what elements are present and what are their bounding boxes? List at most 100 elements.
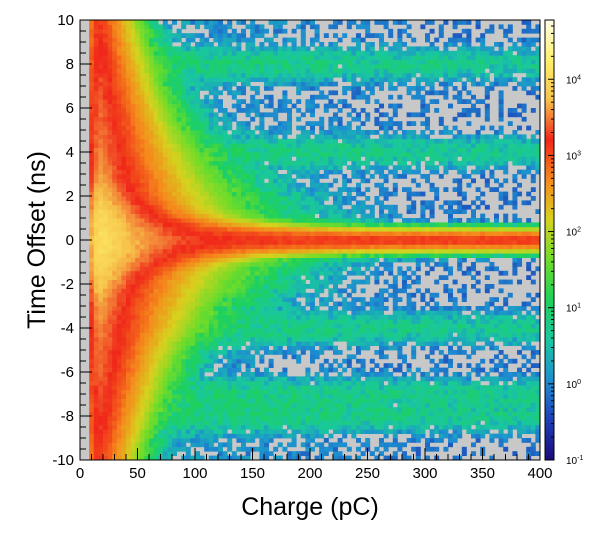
- heatmap-cell: [176, 332, 182, 338]
- heatmap-cell: [167, 55, 173, 60]
- heatmap-cell: [241, 152, 246, 157]
- heatmap-cell: [227, 77, 233, 82]
- heatmap-cell: [314, 204, 320, 210]
- heatmap-cell: [259, 112, 265, 118]
- heatmap-cell: [250, 108, 256, 113]
- heatmap-cell: [121, 446, 127, 452]
- heatmap-cell: [277, 77, 283, 82]
- heatmap-cell: [296, 424, 302, 430]
- heatmap-cell: [259, 257, 265, 263]
- heatmap-cell: [227, 288, 233, 294]
- heatmap-cell: [195, 160, 200, 166]
- heatmap-cell: [153, 332, 159, 338]
- heatmap-cell: [296, 152, 302, 157]
- heatmap-cell: [268, 55, 274, 60]
- heatmap-cell: [300, 341, 306, 346]
- heatmap-cell: [149, 407, 154, 412]
- heatmap-cell: [323, 446, 329, 452]
- heatmap-cell: [236, 306, 242, 311]
- heatmap-cell: [277, 59, 283, 65]
- heatmap-cell: [162, 103, 168, 109]
- heatmap-cell: [208, 64, 214, 69]
- heatmap-cell: [130, 77, 136, 82]
- heatmap-cell: [172, 416, 177, 421]
- heatmap-cell: [139, 130, 145, 135]
- heatmap-cell: [103, 354, 108, 360]
- heatmap-cell: [144, 222, 150, 228]
- heatmap-cell: [116, 147, 122, 153]
- heatmap-cell: [135, 143, 141, 148]
- heatmap-cell: [126, 33, 131, 38]
- heatmap-cell: [268, 130, 274, 135]
- heatmap-cell: [167, 288, 173, 294]
- heatmap-cell: [222, 341, 228, 346]
- heatmap-cell: [305, 301, 311, 307]
- heatmap-cell: [208, 270, 214, 276]
- heatmap-cell: [254, 231, 260, 236]
- heatmap-cell: [135, 345, 141, 351]
- heatmap-cell: [282, 398, 288, 404]
- heatmap-cell: [135, 420, 141, 426]
- heatmap-cell: [185, 336, 191, 342]
- heatmap-cell: [139, 182, 145, 188]
- heatmap-cell: [305, 99, 311, 104]
- heatmap-cell: [176, 394, 182, 399]
- heatmap-cell: [89, 442, 95, 448]
- heatmap-cell: [116, 284, 122, 289]
- heatmap-cell: [259, 336, 265, 342]
- heatmap-cell: [126, 200, 131, 206]
- heatmap-cell: [107, 108, 113, 113]
- heatmap-cell: [310, 319, 315, 324]
- heatmap-cell: [277, 306, 283, 311]
- heatmap-cell: [287, 244, 292, 250]
- heatmap-cell: [300, 319, 306, 324]
- heatmap-cell: [287, 178, 292, 184]
- heatmap-cell: [264, 77, 269, 82]
- heatmap-cell: [273, 240, 279, 245]
- heatmap-cell: [305, 244, 311, 250]
- heatmap-cell: [208, 99, 214, 104]
- heatmap-cell: [231, 240, 237, 245]
- heatmap-cell: [282, 257, 288, 263]
- heatmap-cell: [208, 187, 214, 192]
- heatmap-cell: [287, 130, 292, 135]
- heatmap-cell: [190, 209, 196, 214]
- heatmap-cell: [167, 341, 173, 346]
- heatmap-cell: [93, 244, 99, 250]
- heatmap-cell: [103, 323, 108, 329]
- heatmap-cell: [277, 130, 283, 135]
- heatmap-cell: [273, 138, 279, 144]
- heatmap-cell: [112, 46, 118, 52]
- heatmap-cell: [158, 37, 164, 43]
- heatmap-cell: [153, 367, 159, 373]
- heatmap-cell: [98, 90, 104, 96]
- heatmap-cell: [245, 244, 251, 250]
- heatmap-cell: [310, 138, 315, 144]
- heatmap-cell: [277, 385, 283, 390]
- heatmap-cell: [241, 165, 246, 170]
- heatmap-cell: [176, 284, 182, 289]
- heatmap-cell: [199, 323, 205, 329]
- heatmap-cell: [195, 398, 200, 404]
- heatmap-cell: [305, 81, 311, 87]
- heatmap-cell: [296, 398, 302, 404]
- heatmap-cell: [190, 200, 196, 206]
- heatmap-cell: [310, 42, 315, 47]
- heatmap-cell: [153, 328, 159, 333]
- heatmap-cell: [103, 68, 108, 74]
- heatmap-cell: [139, 376, 145, 382]
- heatmap-cell: [264, 152, 269, 157]
- heatmap-cell: [319, 46, 325, 52]
- heatmap-cell: [245, 284, 251, 289]
- heatmap-cell: [199, 204, 205, 210]
- heatmap-cell: [291, 376, 297, 382]
- heatmap-cell: [231, 178, 237, 184]
- heatmap-cell: [222, 59, 228, 65]
- heatmap-cell: [167, 86, 173, 91]
- heatmap-cell: [144, 169, 150, 175]
- heatmap-cell: [107, 68, 113, 74]
- heatmap-cell: [323, 297, 329, 302]
- heatmap-cell: [208, 68, 214, 74]
- heatmap-cell: [245, 398, 251, 404]
- heatmap-cell: [149, 169, 154, 175]
